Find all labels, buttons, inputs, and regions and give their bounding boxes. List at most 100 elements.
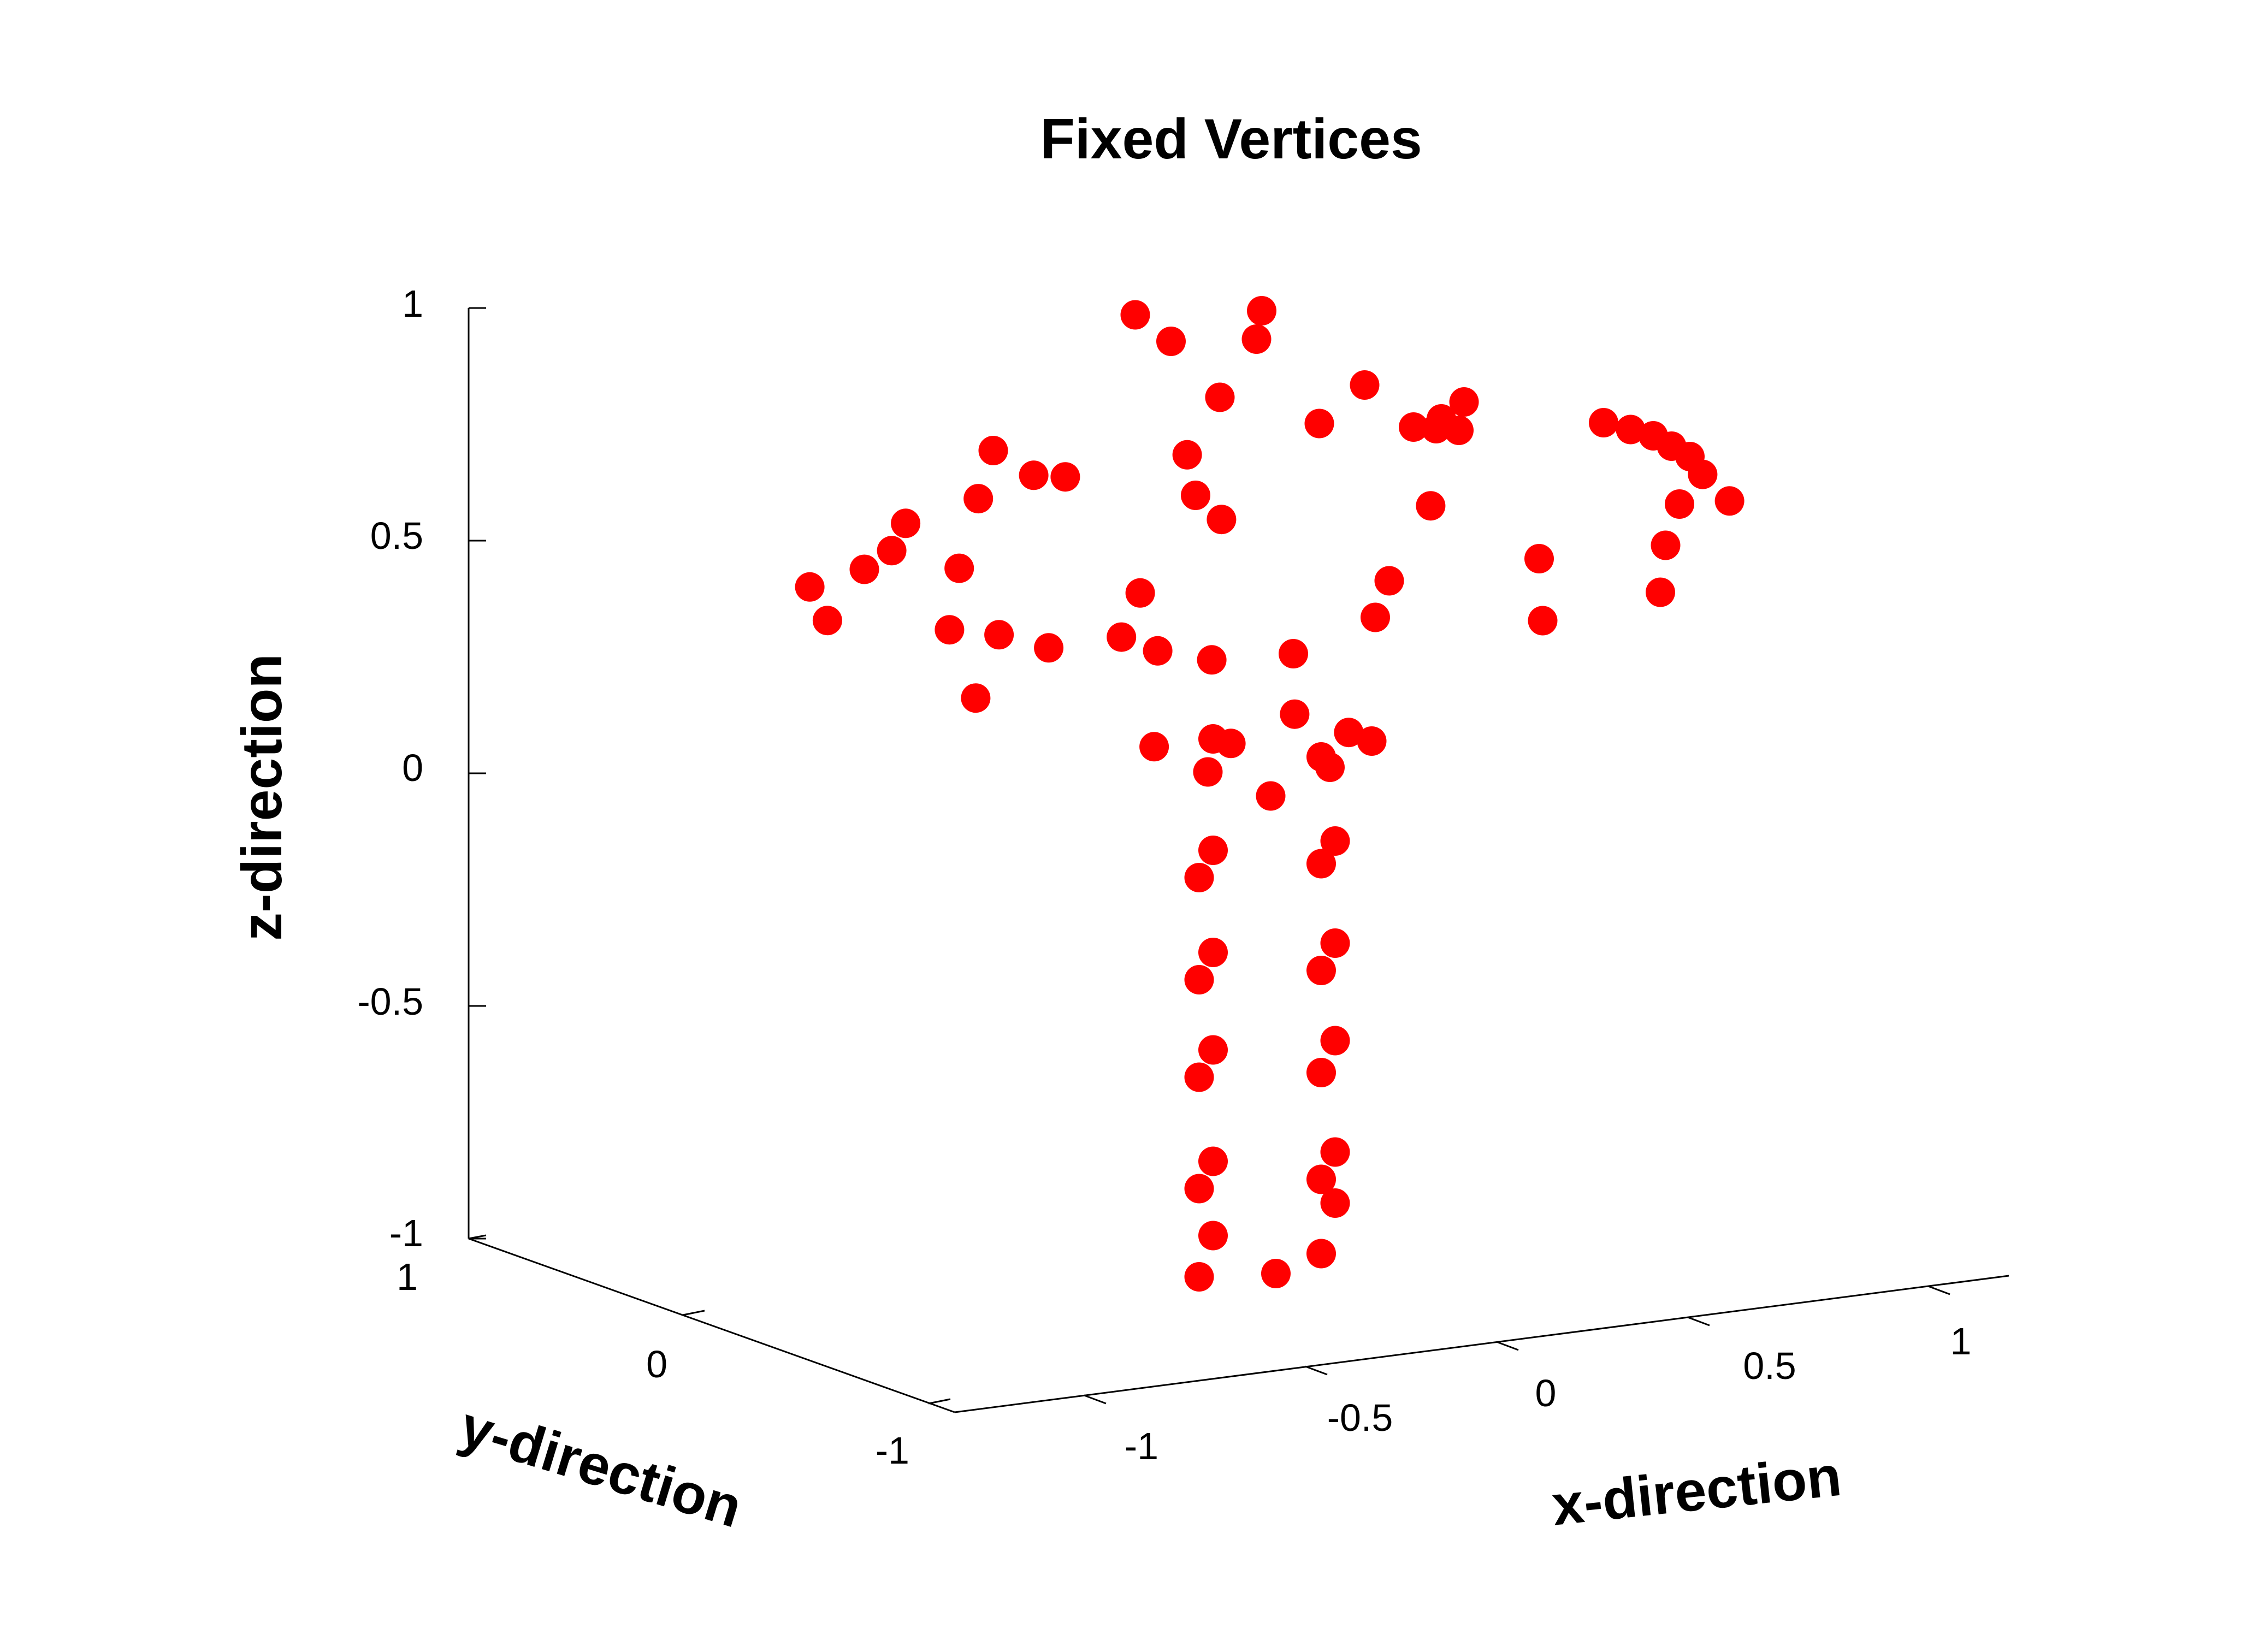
data-point — [877, 536, 907, 566]
y-axis-label: y-direction — [453, 1394, 749, 1540]
data-point — [935, 615, 965, 645]
y-tick-mark — [928, 1398, 951, 1405]
data-point — [1427, 404, 1456, 434]
data-point — [1524, 544, 1554, 573]
z-tick-label: 1 — [402, 282, 423, 325]
x-tick-label: 0 — [1535, 1372, 1557, 1414]
data-point — [1207, 505, 1237, 535]
data-point — [1139, 732, 1169, 762]
data-point — [1198, 938, 1228, 967]
x-tick-mark — [1496, 1341, 1519, 1351]
data-point — [1304, 408, 1334, 439]
z-tick-label: -0.5 — [357, 980, 423, 1023]
data-point — [1320, 1026, 1350, 1056]
data-point — [1616, 415, 1646, 445]
data-point — [1198, 1221, 1228, 1251]
data-point — [1320, 928, 1350, 958]
y-tick-mark — [682, 1310, 705, 1316]
data-point — [1256, 781, 1286, 811]
z-tick-label: 0 — [402, 747, 423, 789]
x-axis-line — [954, 1275, 2009, 1413]
data-point — [891, 508, 921, 538]
chart-title: Fixed Vertices — [1040, 108, 1422, 171]
data-point — [1357, 726, 1387, 756]
x-tick-label: -0.5 — [1327, 1396, 1393, 1439]
data-point — [1198, 1035, 1228, 1065]
data-point — [1399, 412, 1428, 442]
data-point — [1184, 1174, 1214, 1204]
data-point — [1050, 462, 1080, 492]
data-point — [1315, 753, 1345, 782]
data-point — [1193, 757, 1223, 787]
data-point — [1665, 489, 1694, 519]
y-tick-label: 0 — [646, 1343, 667, 1385]
data-point — [1241, 324, 1272, 354]
x-tick-mark — [1084, 1394, 1107, 1405]
data-point — [1184, 863, 1214, 892]
data-point — [1306, 1164, 1336, 1194]
data-point — [812, 606, 842, 636]
z-tick-label: -1 — [389, 1212, 423, 1254]
x-tick-label: 0.5 — [1743, 1345, 1796, 1387]
y-ticks: 1 0 -1 — [397, 1234, 951, 1472]
x-tick-mark — [1305, 1365, 1328, 1376]
data-point — [1143, 636, 1173, 666]
data-point — [1688, 459, 1718, 489]
data-point — [1184, 965, 1214, 994]
data-point — [961, 683, 991, 713]
x-tick-mark — [1687, 1316, 1710, 1327]
data-point — [1306, 956, 1336, 985]
data-point — [1034, 633, 1064, 663]
data-point — [1416, 491, 1446, 521]
x-tick-label: 1 — [1950, 1320, 1972, 1363]
y-tick-mark — [468, 1234, 487, 1240]
data-point — [1247, 296, 1276, 325]
data-point — [1205, 382, 1235, 412]
data-point — [1449, 387, 1479, 417]
data-point — [1651, 530, 1681, 560]
z-tick-label: 0.5 — [370, 514, 423, 557]
data-point — [1261, 1259, 1291, 1288]
data-point — [795, 572, 825, 602]
x-ticks: -1 -0.5 0 0.5 1 — [1084, 1285, 1972, 1467]
data-point — [1172, 440, 1202, 470]
y-tick-label: 1 — [397, 1256, 418, 1298]
data-point — [849, 554, 879, 584]
x-tick-label: -1 — [1125, 1425, 1158, 1467]
data-point — [1374, 566, 1404, 596]
data-point — [1280, 699, 1310, 729]
data-point — [1361, 602, 1390, 632]
data-point — [1181, 481, 1210, 510]
y-axis-line — [468, 1237, 955, 1413]
data-point — [1107, 622, 1137, 652]
x-tick-mark — [1927, 1285, 1950, 1295]
y-tick-label: -1 — [876, 1429, 909, 1472]
data-point — [1198, 836, 1228, 865]
data-point — [1714, 486, 1745, 516]
data-point — [1320, 1137, 1350, 1167]
data-point — [1306, 1058, 1336, 1087]
data-point — [1198, 1146, 1228, 1176]
scatter-points — [795, 296, 1745, 1292]
data-point — [1184, 1062, 1214, 1092]
data-point — [1120, 300, 1150, 330]
data-point — [944, 553, 974, 583]
data-point — [1306, 849, 1336, 879]
data-point — [1334, 718, 1364, 748]
data-point — [1125, 578, 1155, 608]
data-point — [1184, 1262, 1214, 1292]
data-point — [1320, 826, 1350, 856]
data-point — [1197, 645, 1227, 675]
data-point — [1279, 639, 1308, 668]
data-point — [1350, 370, 1380, 400]
data-point — [1589, 408, 1618, 437]
data-point — [978, 436, 1008, 465]
z-axis-label: z-direction — [230, 654, 294, 941]
data-point — [1156, 327, 1186, 356]
data-point — [963, 484, 994, 514]
data-point — [1198, 724, 1228, 754]
data-point — [1528, 606, 1558, 636]
x-axis-label: x-direction — [1549, 1444, 1844, 1538]
data-point — [984, 620, 1014, 650]
data-point — [1019, 460, 1049, 490]
